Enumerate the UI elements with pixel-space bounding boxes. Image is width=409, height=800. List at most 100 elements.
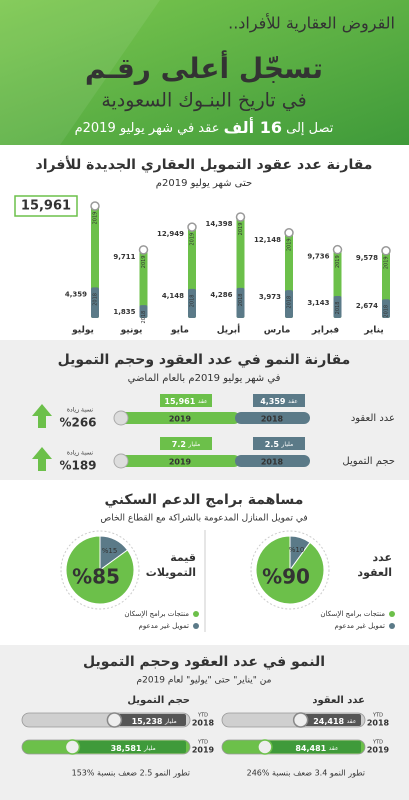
ytd-year: 2018 <box>367 719 390 728</box>
increase-label: نسبة زيادة <box>67 450 93 457</box>
growth-note: تطور النمو 3.4 ضعف بنسبة %246 <box>247 769 365 778</box>
value-label: مليار 7.2 <box>172 440 200 449</box>
bar-value: 4,286 <box>210 291 232 299</box>
ytd-year: 2019 <box>192 746 215 755</box>
value-label: عقد 24,418 <box>313 717 356 726</box>
value: 24,418 <box>313 717 344 726</box>
ytd-tag: YTD <box>372 713 383 719</box>
bar-value: 3,143 <box>307 299 329 307</box>
bar <box>285 290 293 318</box>
bar-year: 2019 <box>384 256 390 269</box>
pie-ring <box>60 530 140 610</box>
value-box <box>72 741 186 753</box>
ytd-year: 2018 <box>192 719 215 728</box>
value-box <box>160 437 212 450</box>
value: 2.5 <box>265 440 280 449</box>
pie-main-label: %90 <box>262 565 310 589</box>
tagline-highlight: 16 ألف <box>224 117 282 137</box>
bar-cap <box>187 222 197 232</box>
capsule-2018 <box>235 412 310 424</box>
legend-label: منتجات برامج الإسكان <box>320 610 385 618</box>
bar-value: 1,835 <box>113 308 135 316</box>
value-box <box>114 714 186 726</box>
section-subtitle: في تمويل المنازل المدعومة بالشراكة مع ال… <box>100 514 307 524</box>
value: 38,581 <box>111 744 142 753</box>
bar <box>139 249 148 318</box>
bar-value: 3,973 <box>259 293 281 301</box>
knob <box>257 739 273 755</box>
section-subtitle: من "يناير" حتى "يوليو" لعام 2019م <box>137 676 272 686</box>
bar-value: 2,674 <box>356 302 378 310</box>
bar-year: 2018 <box>261 415 284 424</box>
group-label: حجم التمويل <box>127 695 190 706</box>
bar-value: 15,961 <box>21 199 71 214</box>
bar-cap <box>90 201 100 211</box>
ytd-tag: YTD <box>197 740 208 746</box>
bar-year: 2019 <box>238 223 244 236</box>
unit: عقد <box>198 398 208 405</box>
section-subtitle: في شهر يوليو 2019م بالعام الماضي <box>128 373 281 384</box>
bar-year: 2019 <box>93 212 99 225</box>
bar-value: 12,148 <box>254 236 281 244</box>
value-label: مليار 2.5 <box>265 440 293 449</box>
bar-value: 4,359 <box>65 290 87 298</box>
value-label: مليار 15,238 <box>132 717 177 726</box>
growth-note: تطور النمو 2.5 ضعف بنسبة %153 <box>72 769 190 778</box>
bar-year: 2018 <box>335 302 341 315</box>
legend-label: تمويل غير مدعوم <box>139 622 190 630</box>
month-label: فبراير <box>311 326 339 336</box>
legend-dot <box>389 623 395 629</box>
bar-year: 2019 <box>287 238 293 251</box>
row-label: حجم التمويل <box>342 456 395 467</box>
bar-year: 2018 <box>93 293 99 306</box>
bar-cap <box>332 244 343 255</box>
unit: مليار <box>280 441 293 448</box>
row-label: عدد العقود <box>351 413 395 424</box>
pie-slice <box>65 535 135 605</box>
pie-main-label: %85 <box>72 565 120 589</box>
knob <box>106 712 123 728</box>
bar-value: 9,736 <box>307 253 329 261</box>
value: 4,359 <box>260 397 286 406</box>
pie-label: عدد <box>372 551 392 564</box>
value-label: مليار 38,581 <box>111 744 156 753</box>
legend-label: تمويل غير مدعوم <box>335 622 386 630</box>
value: 7.2 <box>172 440 186 449</box>
bar-value: 9,578 <box>356 254 378 262</box>
bar-cap <box>235 212 246 222</box>
headline: تسجّل أعلى رقـم <box>85 50 323 85</box>
knob <box>113 410 129 426</box>
value: 15,238 <box>132 717 163 726</box>
bar-year: 2018 <box>141 311 147 324</box>
bar-cap <box>284 228 294 238</box>
growth-arrow <box>32 404 52 428</box>
bar-cap <box>138 245 149 255</box>
pie-slice <box>255 535 325 605</box>
legend-dot <box>193 623 199 629</box>
unit: مليار <box>143 745 156 752</box>
value-label: عقد 84,481 <box>295 744 338 753</box>
header-background <box>0 0 409 145</box>
bar <box>139 305 148 318</box>
ytd-tag: YTD <box>372 740 383 746</box>
pie-rest-label: %15 <box>102 547 118 555</box>
bar <box>382 299 390 318</box>
value-box <box>160 394 212 407</box>
unit: مليار <box>187 441 200 448</box>
month-label: مارس <box>264 326 291 336</box>
kicker: القروض العقارية للأفراد.. <box>228 13 395 34</box>
capsule-2019 <box>115 412 240 424</box>
highlight-box <box>14 195 78 217</box>
bar-year: 2019 <box>169 415 192 424</box>
legend-dot <box>389 611 395 617</box>
bar-year: 2019 <box>190 233 196 246</box>
month-label: يوليو <box>71 326 94 336</box>
month-label: أبريل <box>217 324 240 336</box>
header-decoration <box>0 0 160 145</box>
capsule-2018 <box>235 455 310 467</box>
knob <box>64 739 81 755</box>
unit: عقد <box>347 718 357 725</box>
bar-year: 2018 <box>384 305 390 318</box>
value-box <box>253 394 305 407</box>
